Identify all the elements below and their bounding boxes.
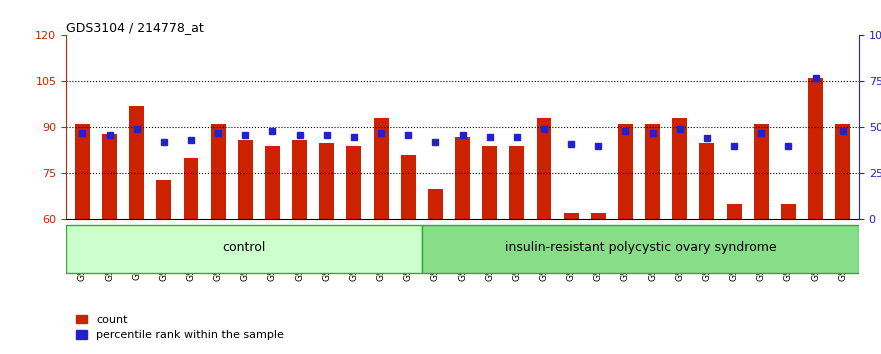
Bar: [428, 189, 443, 219]
Text: GDS3104 / 214778_at: GDS3104 / 214778_at: [66, 21, 204, 34]
Bar: [482, 146, 497, 219]
Bar: [700, 143, 714, 219]
Bar: [374, 118, 389, 219]
Bar: [183, 158, 198, 219]
Bar: [292, 140, 307, 219]
Bar: [265, 146, 280, 219]
Bar: [672, 118, 687, 219]
Text: insulin-resistant polycystic ovary syndrome: insulin-resistant polycystic ovary syndr…: [505, 241, 776, 254]
Bar: [319, 143, 334, 219]
Bar: [754, 124, 769, 219]
Bar: [618, 124, 633, 219]
Bar: [238, 140, 253, 219]
Text: control: control: [222, 241, 266, 254]
Bar: [75, 124, 90, 219]
Bar: [591, 213, 606, 219]
Bar: [781, 204, 796, 219]
FancyBboxPatch shape: [66, 225, 422, 273]
Bar: [401, 155, 416, 219]
Bar: [211, 124, 226, 219]
Bar: [835, 124, 850, 219]
Bar: [455, 137, 470, 219]
Legend: count, percentile rank within the sample: count, percentile rank within the sample: [71, 310, 288, 345]
Bar: [564, 213, 579, 219]
Bar: [156, 179, 171, 219]
Bar: [509, 146, 524, 219]
Bar: [808, 78, 823, 219]
Bar: [645, 124, 660, 219]
Bar: [537, 118, 552, 219]
Bar: [130, 106, 144, 219]
Bar: [727, 204, 742, 219]
Bar: [102, 133, 117, 219]
FancyBboxPatch shape: [422, 225, 859, 273]
Bar: [346, 146, 361, 219]
